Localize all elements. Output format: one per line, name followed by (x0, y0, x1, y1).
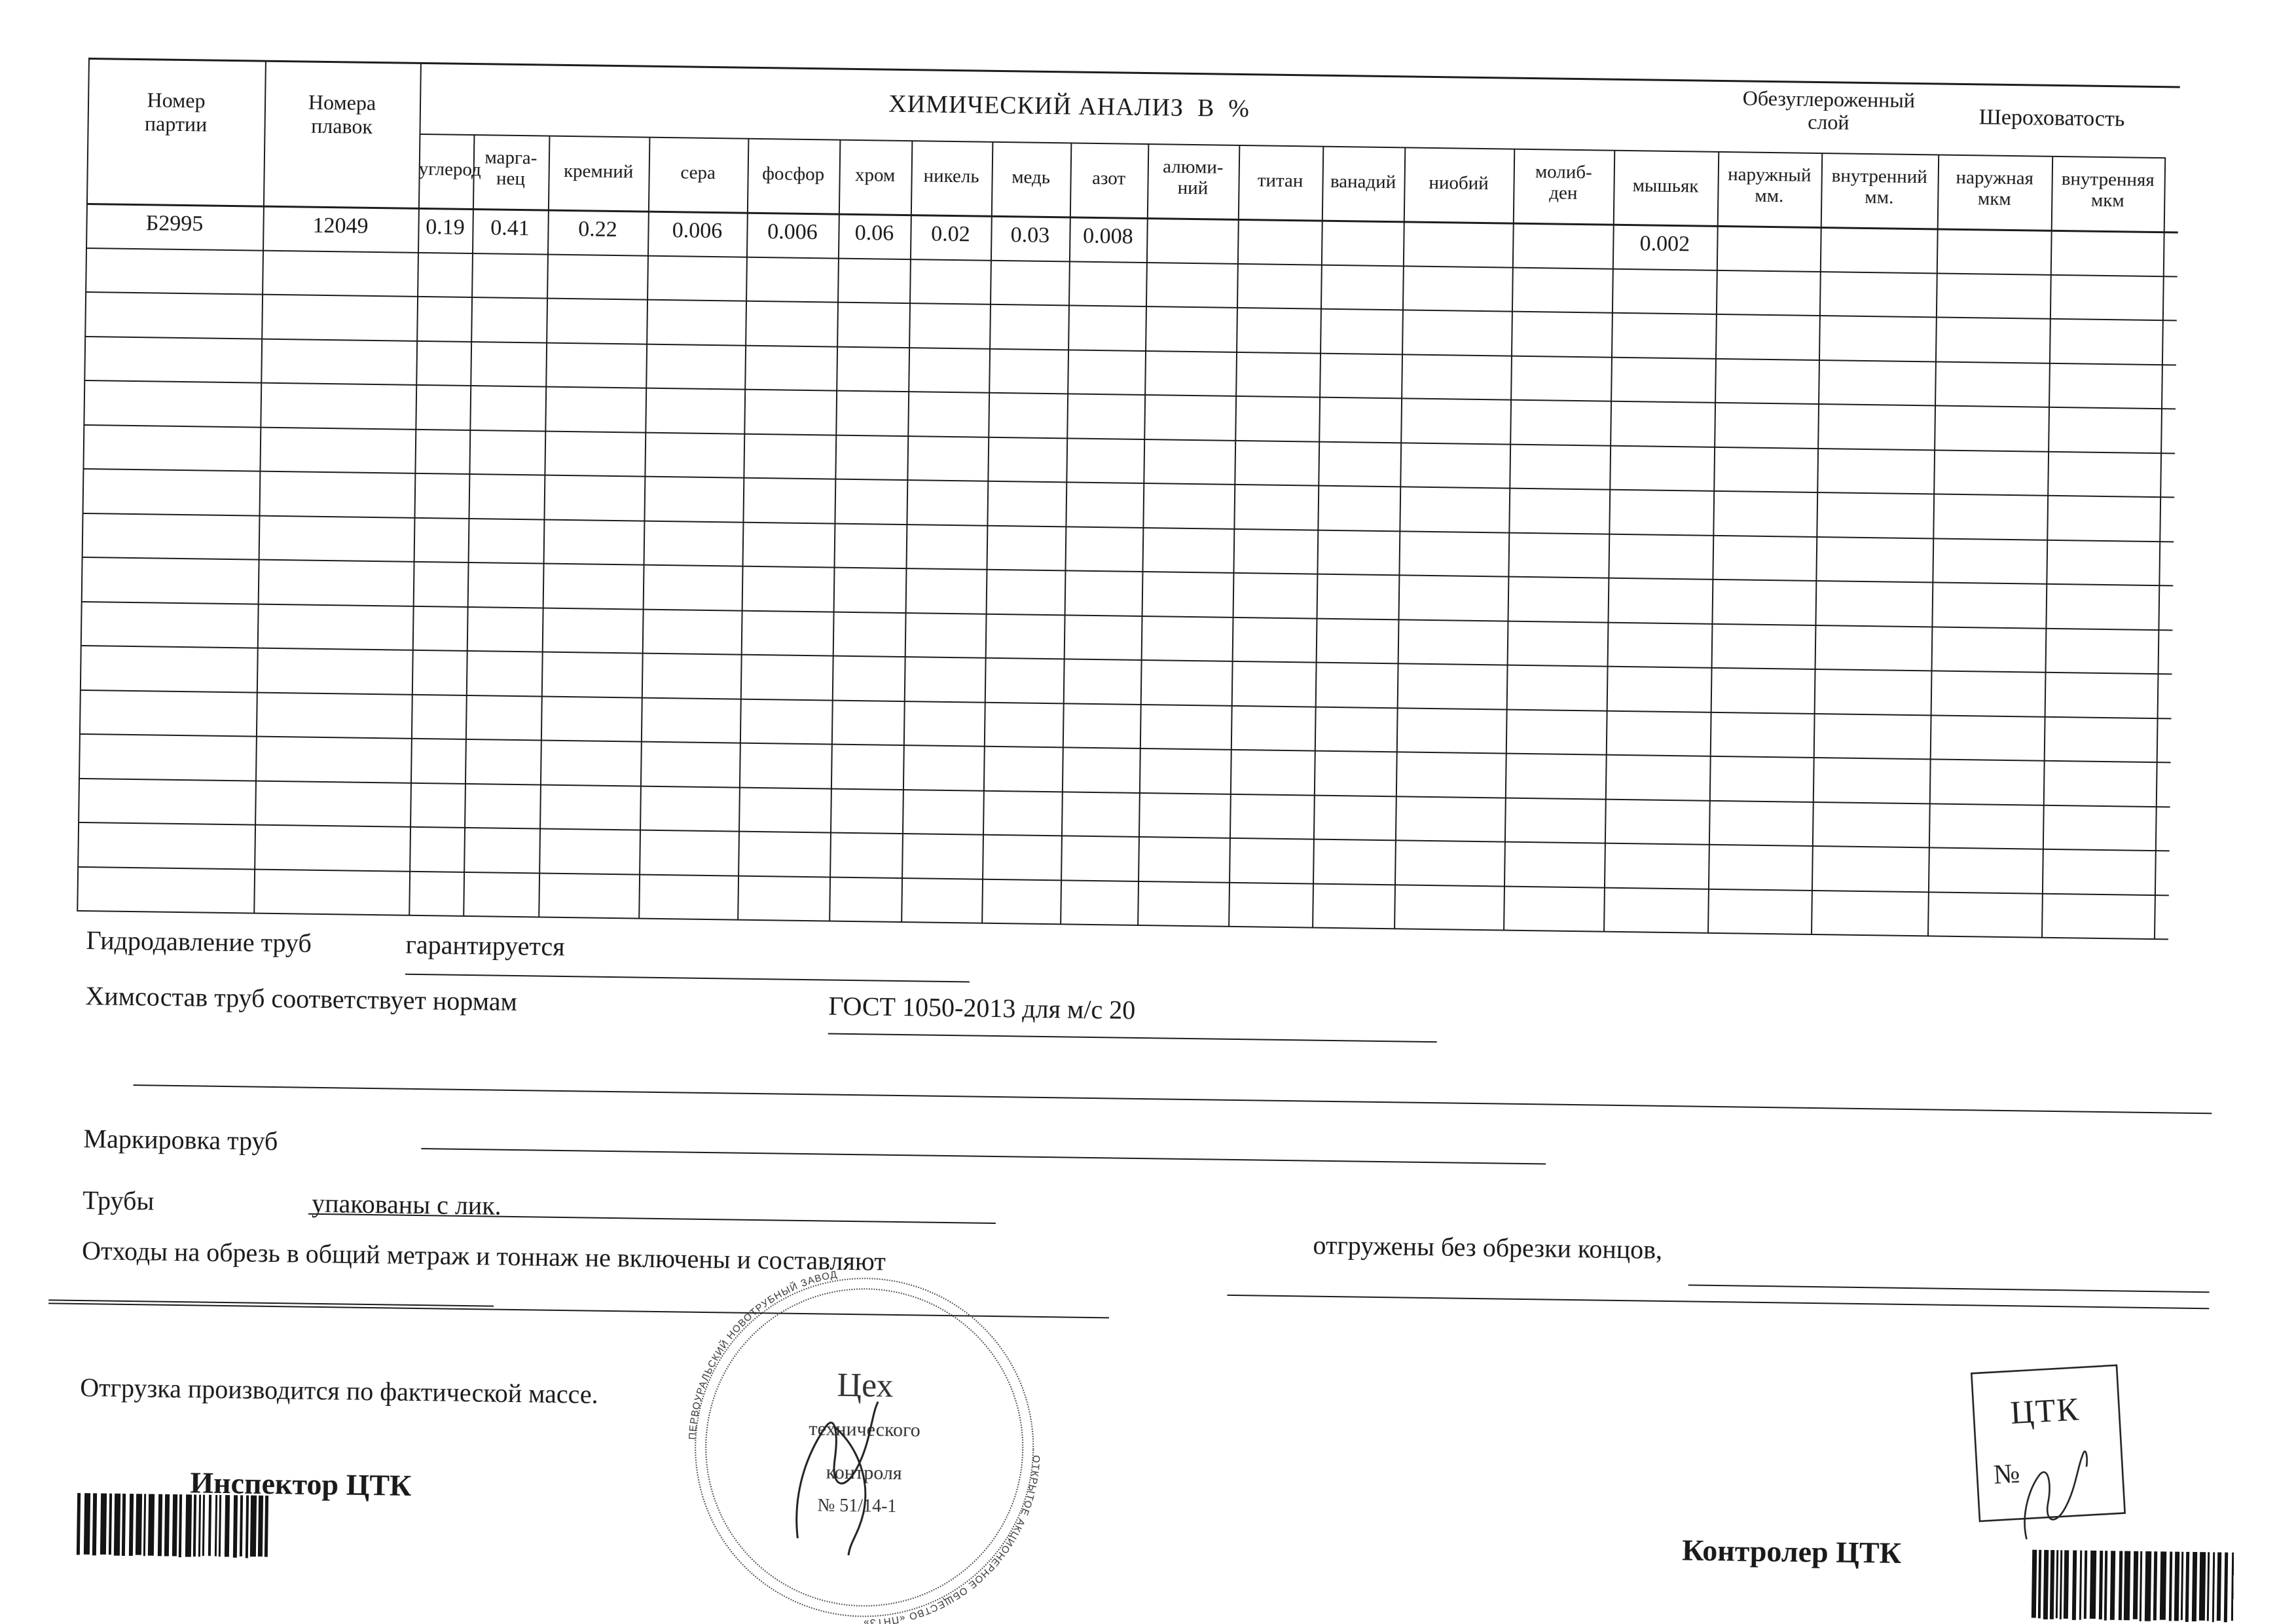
svg-text:ЦТК: ЦТК (2009, 1390, 2081, 1431)
